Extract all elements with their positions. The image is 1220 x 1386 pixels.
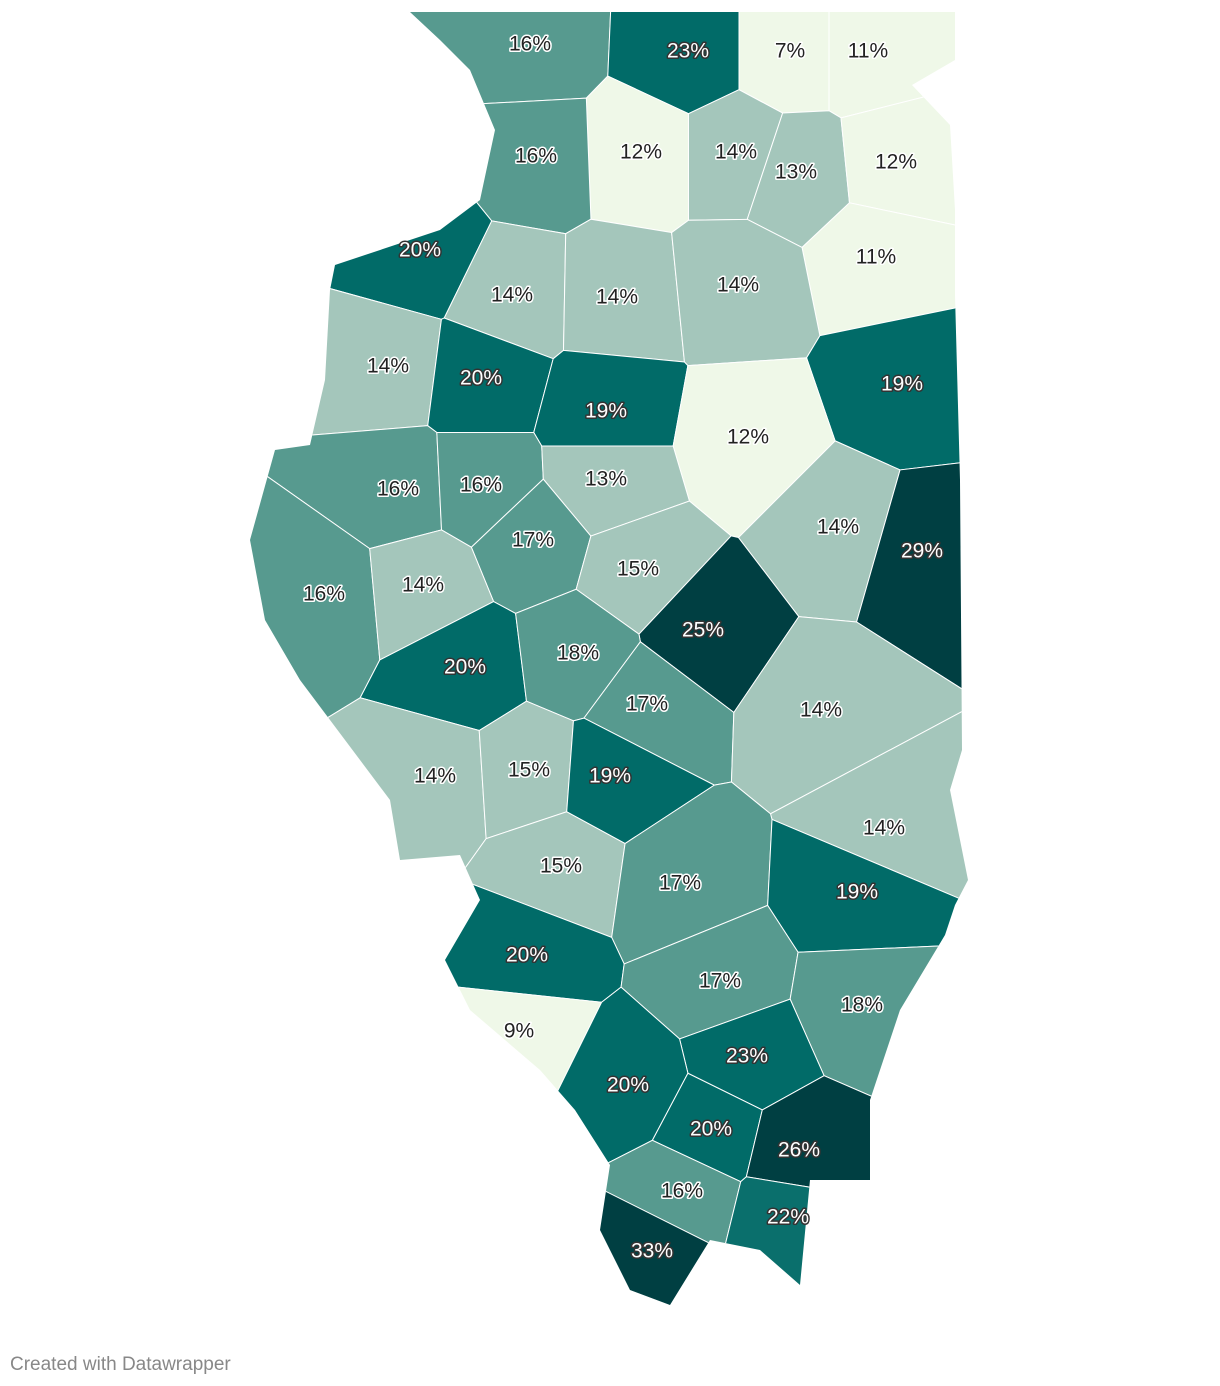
value-label: 16%	[509, 33, 551, 56]
value-label: 19%	[589, 765, 631, 788]
value-label: 14%	[414, 765, 456, 788]
value-label: 20%	[460, 367, 502, 390]
value-label: 20%	[690, 1118, 732, 1141]
value-label: 12%	[875, 151, 917, 174]
value-label: 23%	[667, 40, 709, 63]
value-label: 17%	[699, 970, 741, 993]
value-label: 19%	[585, 400, 627, 423]
value-label: 14%	[596, 286, 638, 309]
value-label: 29%	[901, 540, 943, 563]
value-label: 26%	[778, 1139, 820, 1162]
county-region	[840, 21, 968, 268]
value-label: 20%	[444, 656, 486, 679]
value-label: 16%	[303, 583, 345, 606]
value-label: 9%	[504, 1020, 534, 1043]
value-label: 19%	[836, 881, 878, 904]
value-label: 12%	[620, 141, 662, 164]
labels: 16% 23% 7% 11% 12% 14% 13% 16% 12% 20% 11% 14% 14% 14…	[301, 31, 944, 1264]
county-region	[745, 1075, 968, 1256]
value-label: 14%	[863, 817, 905, 840]
value-label: 33%	[631, 1240, 673, 1263]
value-label: 7%	[775, 40, 805, 63]
value-label: 15%	[540, 855, 582, 878]
value-label: 25%	[682, 619, 724, 642]
value-label: 14%	[715, 141, 757, 164]
value-label: 18%	[557, 642, 599, 665]
value-label: 20%	[399, 239, 441, 262]
county-region	[533, 349, 689, 447]
value-label: 18%	[841, 994, 883, 1017]
value-label: 14%	[402, 574, 444, 597]
county-region	[723, 1176, 968, 1305]
value-label: 14%	[491, 284, 533, 307]
value-label: 16%	[377, 478, 419, 501]
value-label: 11%	[856, 246, 896, 269]
value-label: 15%	[508, 759, 550, 782]
value-label: 11%	[848, 40, 888, 63]
county-region	[801, 202, 968, 337]
value-label: 16%	[661, 1180, 703, 1203]
value-label: 16%	[515, 145, 557, 168]
value-label: 20%	[506, 944, 548, 967]
value-label: 13%	[775, 161, 817, 184]
footer: Created with Datawrapper	[10, 1354, 231, 1375]
value-label: 17%	[659, 872, 701, 895]
value-label: 22%	[767, 1206, 809, 1229]
value-label: 13%	[585, 468, 627, 491]
value-label: 14%	[367, 355, 409, 378]
county-region	[250, 12, 493, 320]
value-label: 12%	[727, 426, 769, 449]
county-region	[399, 97, 592, 235]
regions	[250, 12, 968, 1305]
value-label: 16%	[460, 474, 502, 497]
value-label: 15%	[617, 558, 659, 581]
value-label: 17%	[512, 529, 554, 552]
value-label: 14%	[717, 274, 759, 297]
value-label: 19%	[881, 373, 923, 396]
value-label: 17%	[626, 693, 668, 716]
county-region	[250, 697, 487, 1063]
value-label: 23%	[726, 1045, 768, 1068]
value-label: 14%	[817, 516, 859, 539]
county-region	[250, 196, 442, 444]
value-label: 14%	[800, 699, 842, 722]
value-label: 20%	[607, 1074, 649, 1097]
